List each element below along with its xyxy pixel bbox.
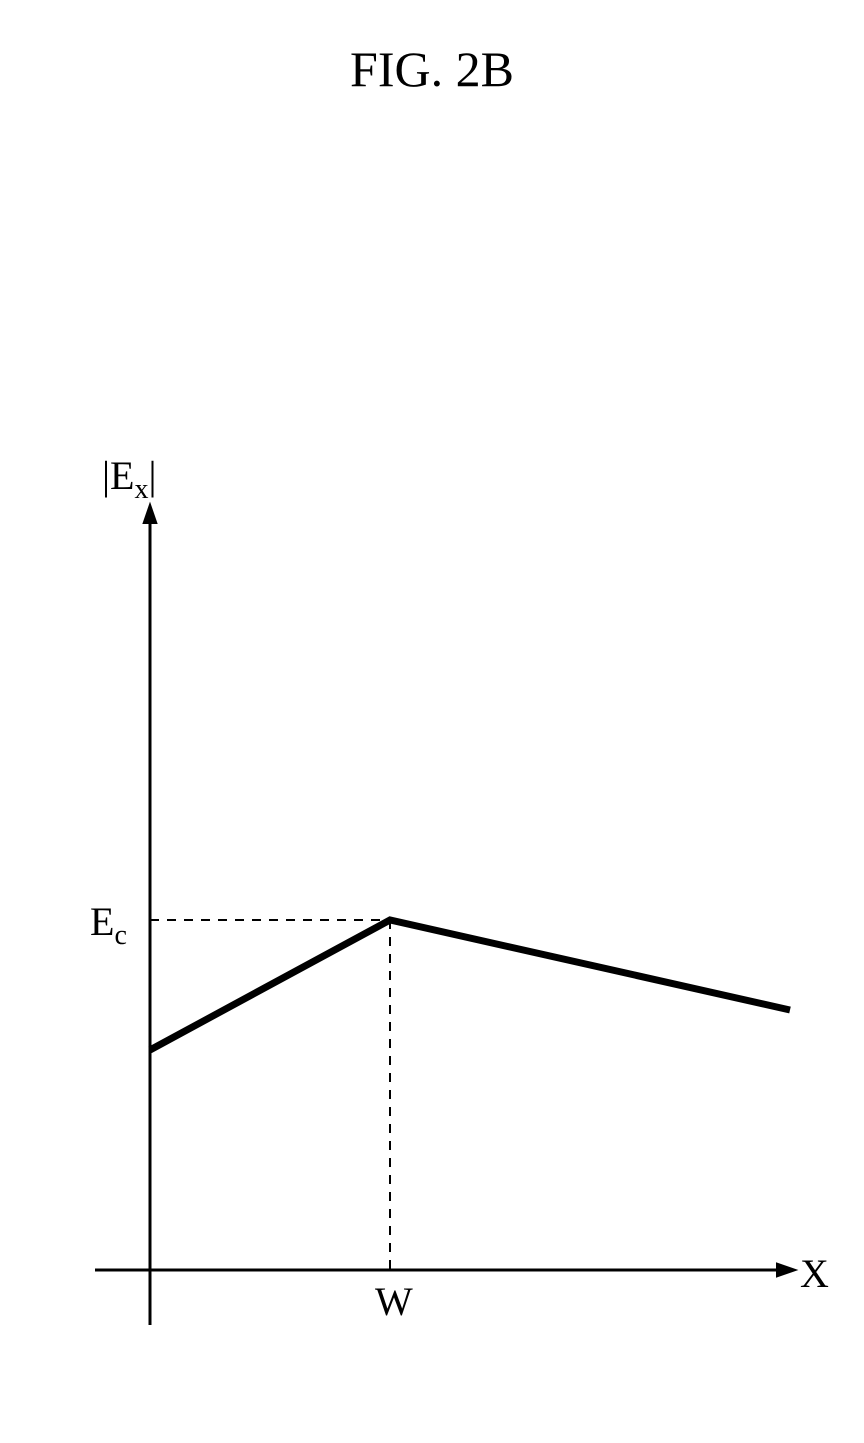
chart-svg [70,450,830,1350]
x-tick-label-w: W [375,1278,413,1325]
x-axis-label: X [800,1250,829,1297]
y-tick-label-ec: Ec [90,898,127,952]
page: FIG. 2B |Ex| X W Ec [0,0,864,1443]
chart-container: |Ex| X W Ec [70,450,830,1350]
y-axis-label: |Ex| [102,452,156,506]
figure-title: FIG. 2B [0,40,864,98]
